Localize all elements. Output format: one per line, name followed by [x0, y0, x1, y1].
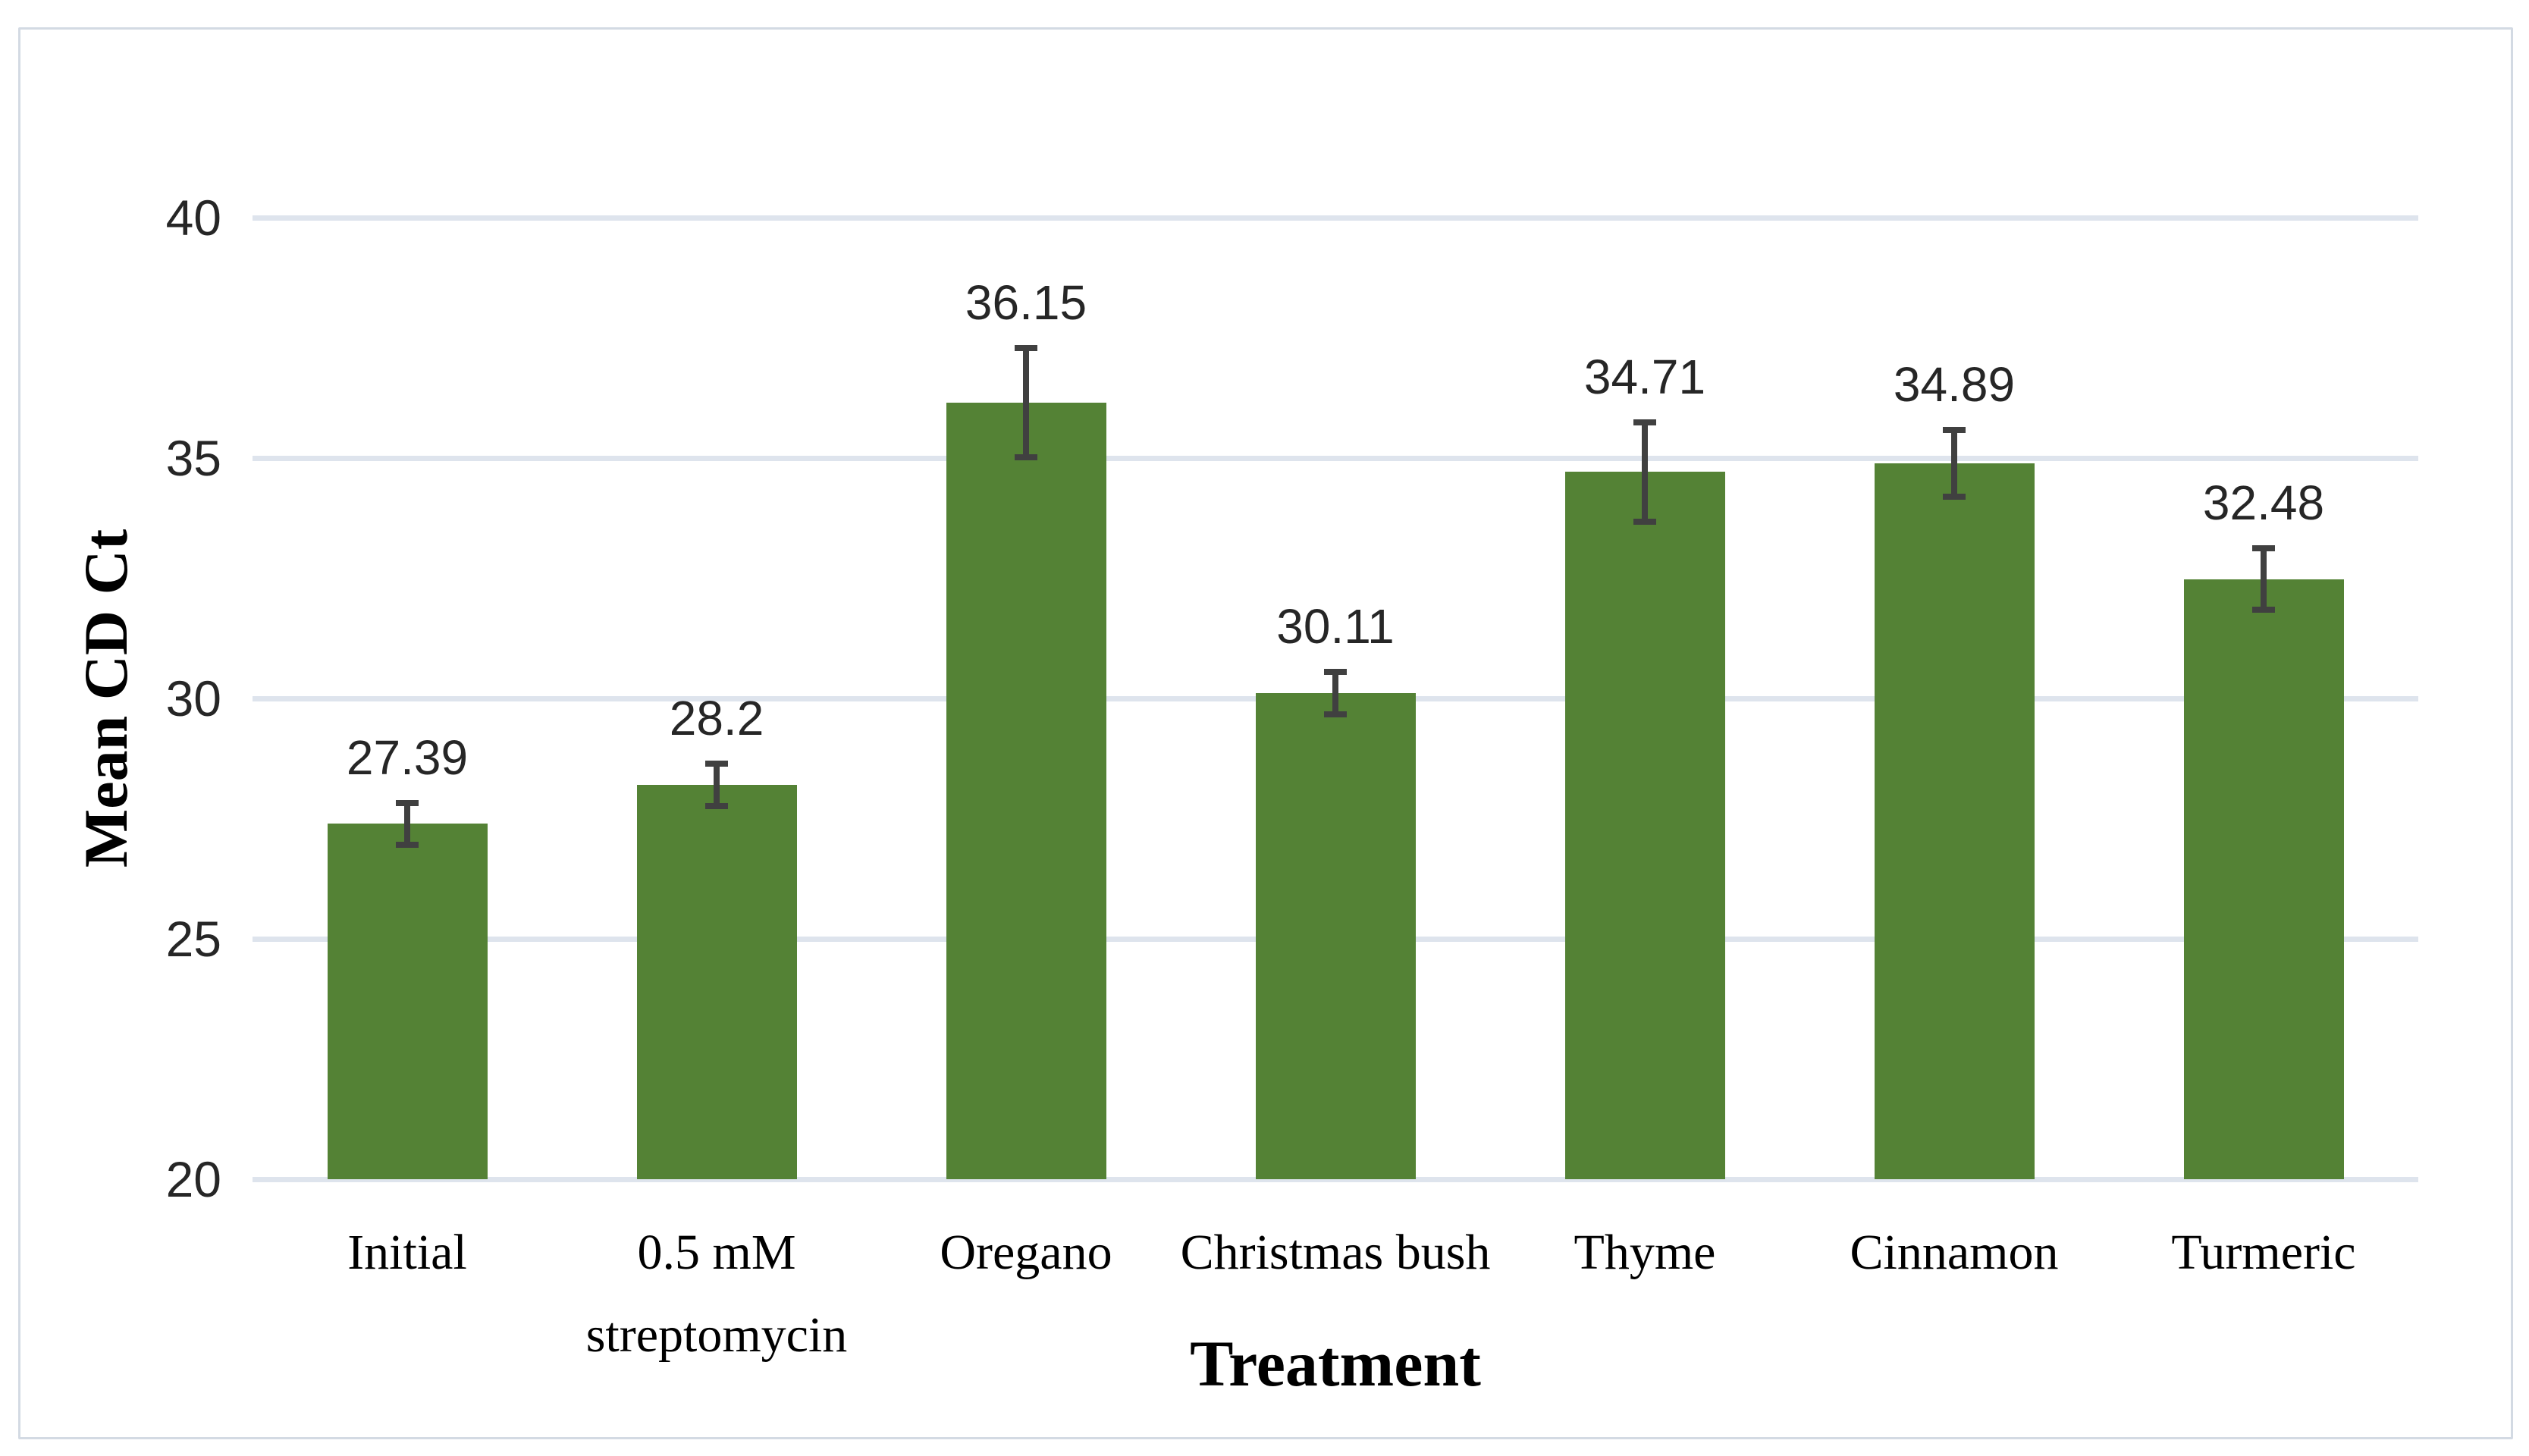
whisker-line-christmas-bush	[1332, 669, 1338, 717]
whisker-cap-top-0-5-mm-streptomycin	[705, 761, 728, 767]
x-tick-label-initial: Initial	[347, 1225, 467, 1280]
data-label-thyme: 34.71	[1583, 349, 1706, 404]
bar-0-5-mm-streptomycin	[636, 785, 797, 1179]
x-tick-label-0-5-mm-streptomycin: 0.5 mM streptomycin	[585, 1225, 848, 1363]
data-label-cinnamon: 34.89	[1893, 357, 2016, 413]
whisker-cap-bottom-initial	[396, 842, 419, 849]
whisker-cap-top-oregano	[1015, 345, 1037, 351]
whisker-line-oregano	[1023, 345, 1029, 461]
whisker-cap-bottom-christmas-bush	[1324, 711, 1347, 717]
x-tick-label-cinnamon: Cinnamon	[1850, 1225, 2059, 1280]
bar-initial	[327, 824, 488, 1179]
y-tick-label-40: 40	[165, 190, 221, 246]
whisker-cap-top-christmas-bush	[1324, 669, 1347, 676]
data-label-turmeric: 32.48	[2202, 475, 2325, 531]
bar-turmeric	[2183, 579, 2344, 1179]
gridline-40	[253, 215, 2418, 221]
gridline-35	[253, 456, 2418, 461]
whisker-cap-bottom-turmeric	[2252, 607, 2275, 613]
x-tick-label-christmas-bush: Christmas bush	[1180, 1225, 1491, 1280]
whisker-cap-top-cinnamon	[1943, 427, 1966, 434]
data-label-oregano: 36.15	[965, 275, 1087, 331]
data-label-initial: 27.39	[346, 730, 469, 785]
y-tick-label-20: 20	[165, 1151, 221, 1207]
x-tick-label-turmeric: Turmeric	[2171, 1225, 2356, 1280]
whisker-line-initial	[404, 799, 410, 849]
whisker-cap-bottom-cinnamon	[1943, 493, 1966, 500]
bar-christmas-bush	[1255, 693, 1416, 1179]
whisker-line-cinnamon	[1951, 427, 1957, 500]
whisker-cap-top-turmeric	[2252, 545, 2275, 552]
whisker-cap-bottom-oregano	[1015, 454, 1037, 461]
whisker-cap-top-initial	[396, 799, 419, 806]
x-tick-label-oregano: Oregano	[940, 1225, 1112, 1280]
plot-area: 27.39 28.2 36.15 30.11 34.71 34.89 32.48	[253, 215, 2418, 1182]
whisker-line-0-5-mm-streptomycin	[714, 761, 720, 809]
whisker-cap-top-thyme	[1633, 419, 1656, 425]
whisker-line-turmeric	[2261, 545, 2267, 613]
whisker-cap-bottom-thyme	[1633, 519, 1656, 526]
x-axis-title: Treatment	[1190, 1327, 1481, 1400]
whisker-cap-bottom-0-5-mm-streptomycin	[705, 802, 728, 809]
data-label-0-5-mm-streptomycin: 28.2	[669, 691, 764, 746]
data-label-christmas-bush: 30.11	[1276, 599, 1395, 654]
whisker-line-thyme	[1642, 419, 1648, 526]
bar-cinnamon	[1874, 463, 2035, 1179]
y-tick-label-35: 35	[165, 430, 221, 486]
bar-oregano	[946, 403, 1106, 1179]
y-tick-label-30: 30	[165, 670, 221, 726]
y-tick-label-25: 25	[165, 911, 221, 967]
gridline-20	[253, 1177, 2418, 1182]
bar-thyme	[1564, 472, 1725, 1179]
x-tick-label-thyme: Thyme	[1574, 1225, 1716, 1280]
